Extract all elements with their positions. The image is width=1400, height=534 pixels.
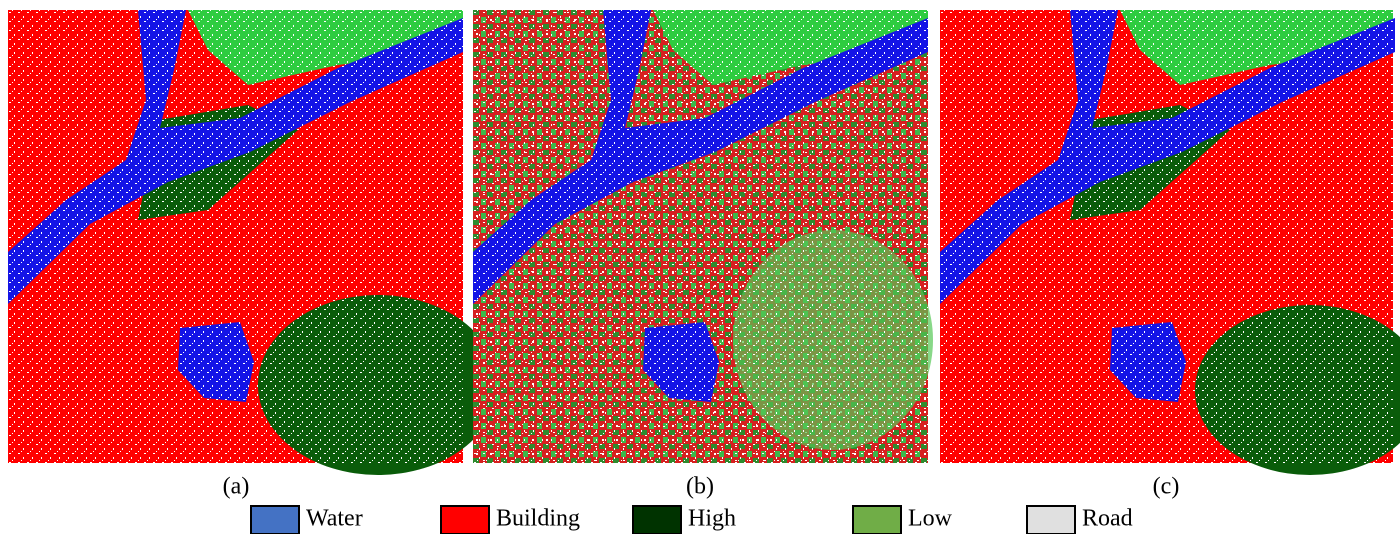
legend-swatch xyxy=(633,506,681,534)
figure: (a) (b) (c) Water Building High Low Road xyxy=(0,0,1400,534)
map-b xyxy=(473,10,933,463)
legend-swatch xyxy=(1027,506,1075,534)
legend-swatch xyxy=(853,506,901,534)
panel-label: (b) xyxy=(686,474,714,500)
legend-label: Road xyxy=(1082,506,1133,532)
legend-swatch xyxy=(251,506,299,534)
road-speckle xyxy=(473,10,928,463)
map-c xyxy=(940,10,1400,475)
legend-label: High xyxy=(688,506,736,532)
road-speckle xyxy=(940,10,1393,463)
panel-label: (c) xyxy=(1153,474,1180,500)
legend-label: Water xyxy=(306,506,363,532)
map-a xyxy=(8,10,498,475)
road-speckle xyxy=(8,10,463,463)
legend-label: Low xyxy=(908,506,953,532)
panel-label: (a) xyxy=(223,474,250,500)
legend-swatch xyxy=(441,506,489,534)
legend-label: Building xyxy=(496,506,580,532)
